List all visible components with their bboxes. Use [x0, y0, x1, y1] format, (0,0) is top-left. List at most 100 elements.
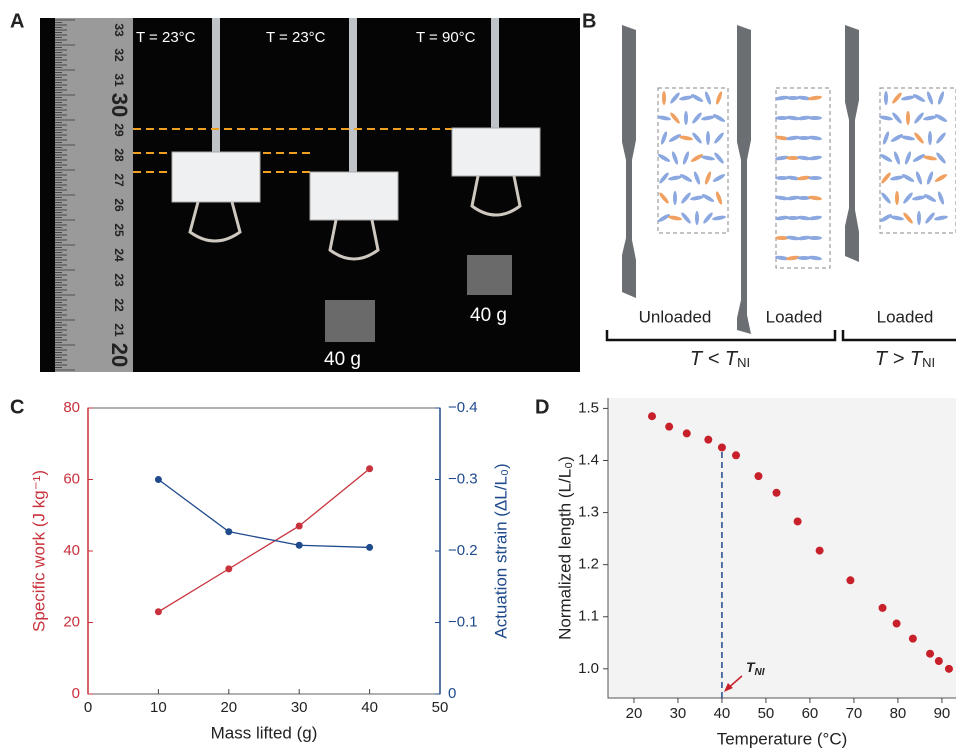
y-tick-label: 60 [63, 470, 80, 487]
mesogen [934, 114, 948, 122]
state-label: Loaded [877, 307, 934, 326]
mass-label: 40 g [324, 349, 361, 370]
mesogen [890, 215, 904, 221]
mesogen [808, 135, 822, 141]
mesogen [671, 151, 679, 165]
weights [325, 255, 512, 342]
series-line [158, 478, 370, 549]
mesogen [808, 236, 822, 240]
clips [171, 127, 541, 221]
mesogen [797, 175, 811, 181]
ruler-number: 29 [112, 123, 126, 137]
point [944, 664, 953, 673]
mesogen [906, 111, 910, 125]
x-tick-label: 20 [626, 705, 643, 722]
mesogen [712, 174, 726, 182]
mesogen [682, 151, 690, 165]
mesogen [673, 191, 677, 205]
mesogen [703, 212, 713, 224]
plot-area [608, 398, 956, 698]
point [647, 412, 656, 421]
ruler-number: 23 [112, 273, 126, 287]
mesogen [668, 175, 682, 181]
mesogen [884, 91, 888, 105]
mesogen [775, 155, 789, 161]
ruler-number: 22 [112, 298, 126, 312]
point [295, 522, 303, 530]
mesogen [693, 171, 701, 185]
point [366, 465, 374, 473]
mesogen [679, 174, 693, 182]
photo-label: T = 23°C [136, 29, 196, 46]
state-label: Loaded [766, 307, 823, 326]
mesogen [912, 94, 926, 102]
mesogen [775, 176, 789, 180]
mesogen [928, 131, 932, 145]
y-tick-label: 0 [72, 685, 80, 702]
x-tick-label: 30 [291, 699, 308, 716]
mesogen [714, 132, 724, 144]
mesogen [892, 112, 902, 124]
mesogen [706, 131, 710, 145]
mesogen [797, 155, 811, 161]
point [754, 472, 763, 481]
ruler-number: 28 [112, 148, 126, 162]
mesogen [684, 111, 688, 125]
y-axis-label: Actuation strain (ΔL/L₀) [491, 463, 510, 638]
y-axis-label: Specific work (J kg⁻¹) [29, 470, 48, 632]
mesogen [808, 176, 822, 180]
mesogen [879, 154, 893, 162]
mesogen [701, 194, 715, 202]
y-tick-label: 0 [448, 685, 456, 702]
mesogen [701, 155, 715, 161]
mesogen [692, 112, 702, 124]
mesogen [659, 172, 669, 184]
point [815, 546, 824, 555]
mesogen [904, 151, 912, 165]
mesogen [797, 196, 811, 200]
mesogen [786, 175, 800, 181]
mesogen [690, 195, 704, 201]
mesogen [895, 191, 899, 205]
mesogen [808, 116, 822, 120]
mesogen [786, 195, 800, 201]
point [154, 476, 162, 483]
mesogen [797, 235, 811, 241]
ruler-number: 24 [112, 248, 126, 262]
mass-label: 40 g [470, 305, 507, 326]
mesogen [712, 114, 726, 122]
mesogen [914, 112, 924, 124]
y-tick-label: −0.2 [448, 542, 478, 559]
mesogen [657, 154, 671, 162]
mesogen [808, 255, 822, 261]
mesogen [786, 216, 800, 220]
y-tick-label: 1.4 [578, 451, 599, 468]
mesogen [775, 255, 789, 261]
orange-guides [133, 128, 452, 173]
mesogen [797, 215, 811, 221]
point [366, 543, 374, 551]
point [225, 528, 233, 536]
clip-handles [188, 175, 522, 261]
plot-frame [87, 407, 441, 695]
point [772, 488, 781, 497]
y-tick-label: −0.1 [448, 613, 478, 630]
mesogen [775, 116, 789, 120]
point [717, 443, 726, 452]
y-tick-label: −0.4 [448, 399, 478, 416]
mesogen [786, 235, 800, 241]
mesogen [925, 212, 935, 224]
mesogen [893, 151, 901, 165]
ruler-number: 26 [112, 198, 126, 212]
dogbones [622, 25, 859, 334]
mesogen [890, 134, 904, 142]
mesogen [786, 156, 800, 160]
point [892, 619, 901, 628]
mesogen [937, 91, 945, 105]
mesogen [786, 135, 800, 141]
x-tick-label: 10 [150, 699, 167, 716]
mesogen [923, 155, 937, 161]
mesogen [704, 171, 712, 185]
arrow-head [723, 683, 733, 692]
